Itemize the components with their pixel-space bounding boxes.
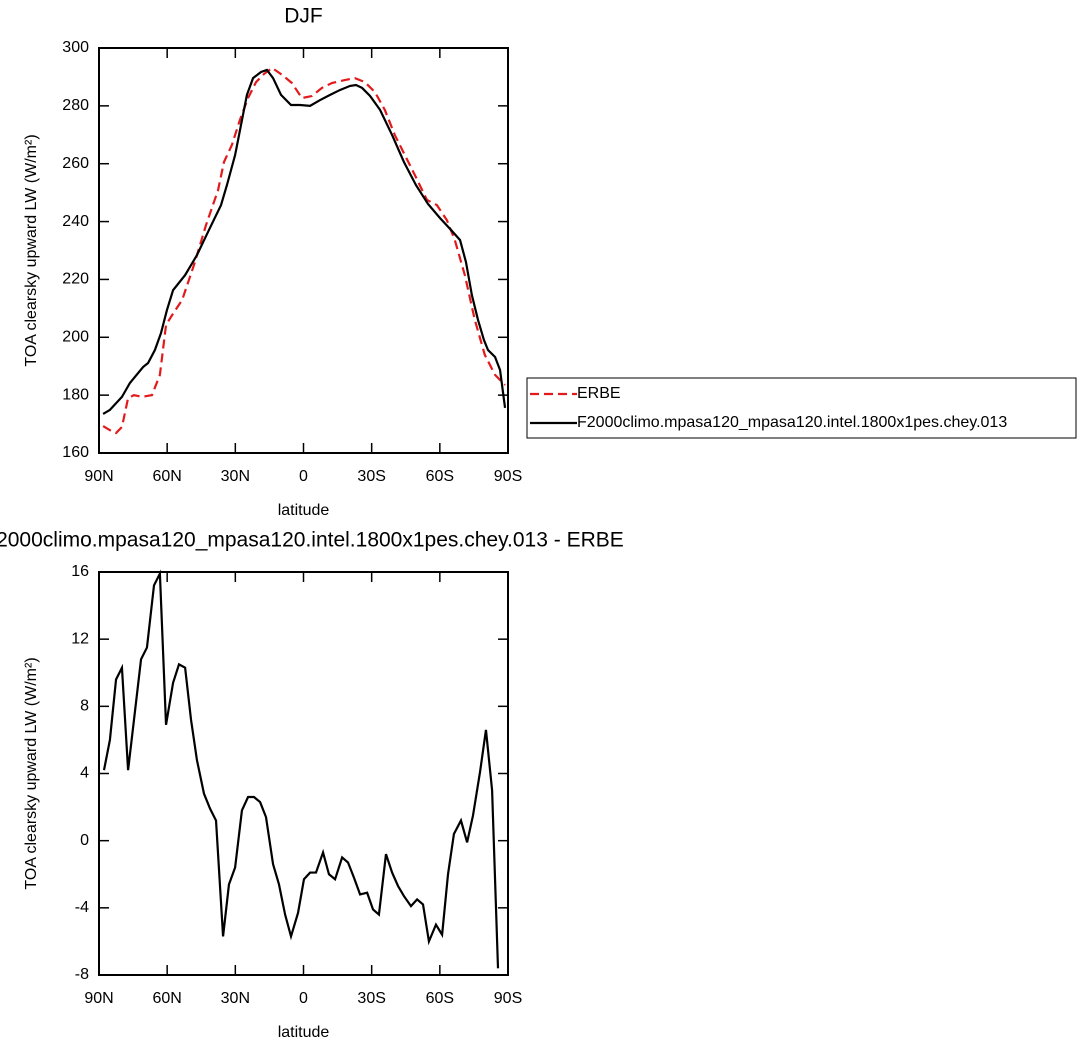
legend-label: F2000climo.mpasa120_mpasa120.intel.1800x…	[577, 414, 1007, 431]
plot-frame	[98, 571, 509, 976]
x-tick-label: 60S	[426, 990, 454, 1007]
y-tick-label: 240	[62, 213, 89, 230]
x-tick-label: 90N	[84, 468, 113, 485]
x-tick-label: 30S	[357, 468, 385, 485]
data-line	[102, 68, 507, 415]
x-tick-label: 0	[299, 990, 308, 1007]
y-axis-label: TOA clearsky upward LW (W/m²)	[23, 134, 40, 366]
x-tick-label: 90N	[84, 990, 113, 1007]
x-tick-label: 0	[299, 468, 308, 485]
y-tick-label: 300	[62, 39, 89, 56]
data-line	[102, 66, 506, 435]
x-axis-label: latitude	[278, 1024, 330, 1041]
data-line	[102, 569, 500, 969]
y-axis-label: TOA clearsky upward LW (W/m²)	[23, 657, 40, 889]
x-tick-label: 30N	[221, 468, 250, 485]
y-tick-label: -8	[75, 966, 89, 983]
y-tick-label: 0	[80, 832, 89, 849]
x-tick-label: 90S	[494, 990, 522, 1007]
y-tick-label: 8	[80, 698, 89, 715]
y-tick-label: 12	[71, 630, 89, 647]
x-tick-label: 60N	[152, 990, 181, 1007]
x-tick-label: 60N	[152, 468, 181, 485]
chart-title: F2000climo.mpasa120_mpasa120.intel.1800x…	[0, 529, 624, 552]
y-tick-label: 180	[62, 386, 89, 403]
plot-frame	[98, 47, 509, 454]
legend-box	[526, 377, 1077, 439]
legend-label: ERBE	[577, 385, 621, 402]
y-tick-label: 280	[62, 97, 89, 114]
y-tick-label: -4	[75, 899, 89, 916]
x-tick-label: 60S	[426, 468, 454, 485]
y-tick-label: 160	[62, 444, 89, 461]
y-tick-label: 4	[80, 765, 89, 782]
y-tick-label: 200	[62, 329, 89, 346]
y-tick-label: 220	[62, 271, 89, 288]
x-axis-label: latitude	[278, 502, 330, 519]
x-tick-label: 30S	[357, 990, 385, 1007]
x-tick-label: 30N	[221, 990, 250, 1007]
y-tick-label: 260	[62, 155, 89, 172]
chart-title: DJF	[284, 5, 323, 28]
y-tick-label: 16	[71, 563, 89, 580]
x-tick-label: 90S	[494, 468, 522, 485]
